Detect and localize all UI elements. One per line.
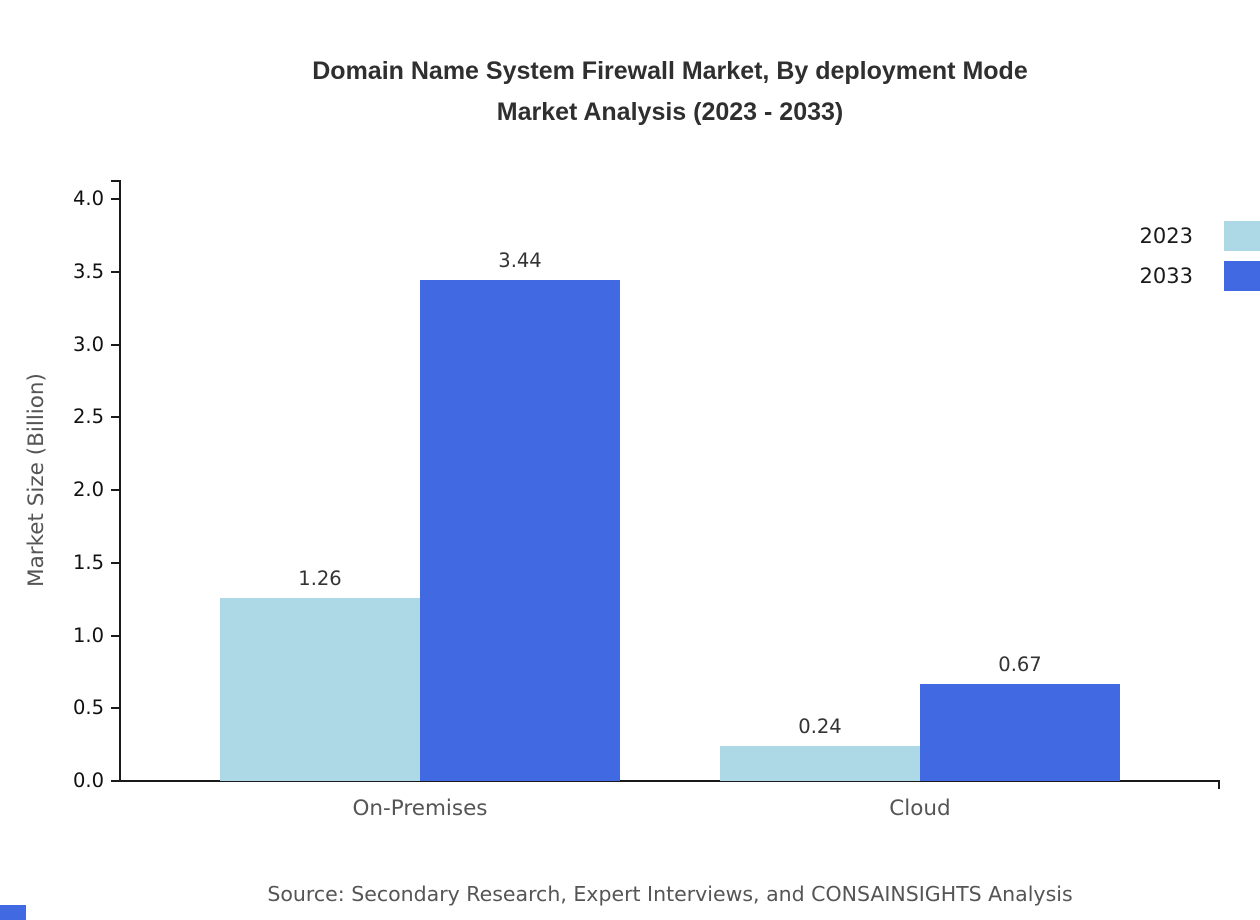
legend-swatch-2023 — [1224, 221, 1260, 251]
y-tick-mark-2.5 — [111, 416, 120, 419]
y-tick-label-1.0: 1.0 — [72, 623, 104, 647]
y-tick-mark-0.5 — [111, 707, 120, 710]
y-tick-label-1.5: 1.5 — [72, 550, 104, 574]
chart-title: Domain Name System Firewall Market, By d… — [120, 51, 1220, 133]
y-tick-mark-1.5 — [111, 561, 120, 564]
y-tick-mark-3.5 — [111, 270, 120, 273]
legend-item-2023: 2023 — [1140, 221, 1260, 251]
legend-label-2023: 2023 — [1139, 224, 1193, 248]
y-tick-mark-1.0 — [111, 634, 120, 637]
legend-item-2033: 2033 — [1140, 261, 1260, 291]
value-label-cloud-2033: 0.67 — [998, 652, 1042, 676]
legend-label-2033: 2033 — [1139, 264, 1193, 288]
brand-mark — [0, 905, 26, 920]
y-tick-label-0.0: 0.0 — [72, 769, 104, 792]
y-tick-label-2.5: 2.5 — [72, 405, 104, 429]
y-tick-mark-3.0 — [111, 343, 120, 346]
chart-title-line2: Market Analysis (2023 - 2033) — [496, 98, 844, 126]
y-tick-mark-4.0 — [111, 198, 120, 200]
source-note: Source: Secondary Research, Expert Inter… — [267, 882, 1073, 906]
y-tick-label-4.0: 4.0 — [72, 187, 104, 210]
y-tick-mark-0.0 — [111, 780, 120, 782]
bar-on-premises-2023 — [220, 597, 420, 781]
y-axis-end-tick — [111, 180, 120, 182]
chart-title-line1: Domain Name System Firewall Market, By d… — [312, 57, 1028, 85]
x-axis-line — [112, 780, 1220, 782]
x-axis-end-tick — [1218, 780, 1220, 789]
value-label-cloud-2023: 0.24 — [798, 715, 842, 739]
category-label-on-premises: On-Premises — [352, 796, 488, 821]
y-tick-label-2.0: 2.0 — [72, 478, 104, 501]
y-tick-label-3.0: 3.0 — [72, 332, 104, 356]
bar-cloud-2023 — [720, 746, 920, 781]
legend-swatch-2033 — [1224, 261, 1260, 291]
y-tick-label-0.5: 0.5 — [72, 696, 104, 720]
value-label-on-premises-2033: 3.44 — [498, 249, 542, 273]
y-axis-line — [119, 180, 121, 782]
y-tick-mark-2.0 — [111, 489, 120, 491]
bar-cloud-2033 — [920, 683, 1120, 781]
category-label-cloud: Cloud — [889, 796, 951, 821]
y-axis-label: Market Size (Billion) — [24, 373, 49, 587]
bar-on-premises-2033 — [420, 280, 620, 781]
legend: 2023 2033 — [1140, 221, 1260, 301]
value-label-on-premises-2023: 1.26 — [298, 566, 342, 590]
y-tick-label-3.5: 3.5 — [72, 259, 104, 283]
plot-area: On-Premises Cloud 0.0 0.5 1.0 1.5 2.0 2.5 3.0 3… — [73, 187, 1220, 821]
